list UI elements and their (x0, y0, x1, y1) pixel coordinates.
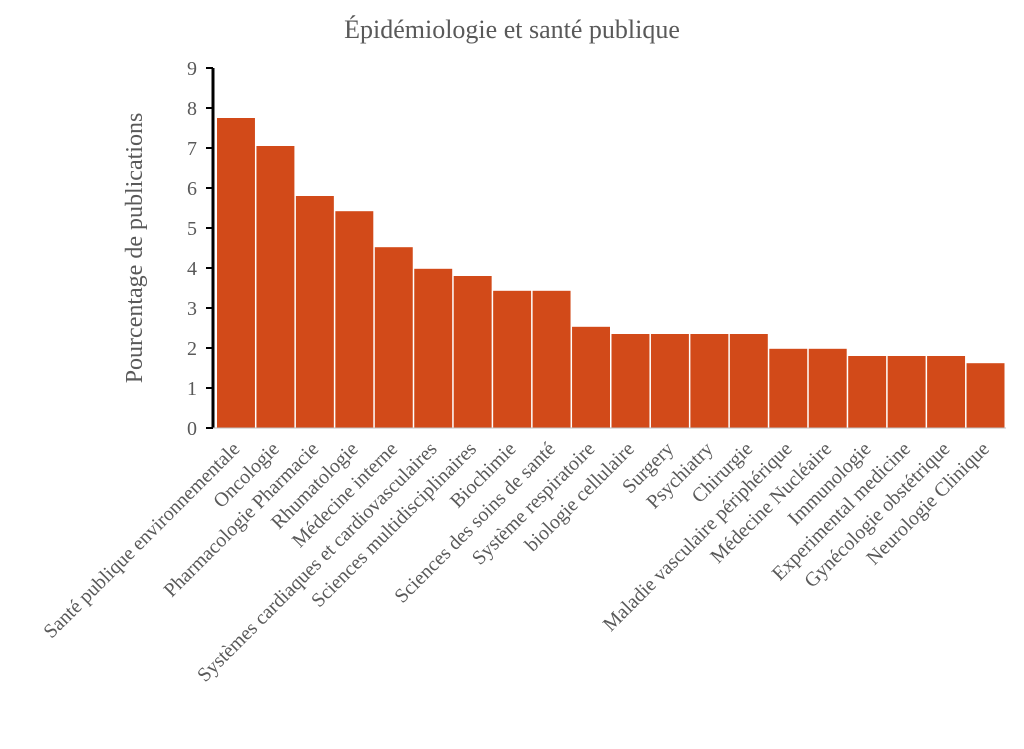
bar-17 (848, 356, 887, 428)
y-tick-label-3: 3 (187, 298, 197, 320)
y-tick-label-6: 6 (187, 178, 197, 200)
bar-19 (927, 356, 966, 428)
y-tick-label-4: 4 (187, 258, 197, 280)
bar-16 (808, 348, 847, 428)
y-tick-label-1: 1 (187, 378, 197, 400)
bar-18 (887, 356, 926, 428)
chart-title: Épidémiologie et santé publique (344, 15, 680, 44)
y-tick-label-0: 0 (187, 418, 197, 440)
bars-group (217, 118, 1005, 428)
bar-3 (295, 196, 334, 428)
bar-9 (532, 290, 571, 428)
x-ticks-group: Santé publique environnementaleOncologie… (39, 438, 993, 687)
y-tick-label-9: 9 (187, 58, 197, 80)
y-axis-label: Pourcentage de publications (122, 113, 148, 384)
bar-14 (729, 334, 768, 428)
y-ticks-group: 0 1 2 3 4 5 6 7 8 9 (187, 58, 213, 440)
bar-7 (453, 276, 492, 428)
bar-1 (217, 118, 255, 428)
bar-10 (572, 326, 610, 428)
bar-20 (966, 363, 1005, 428)
bar-12 (650, 334, 689, 428)
bar-15 (769, 348, 808, 428)
y-tick-label-8: 8 (187, 98, 197, 120)
bar-2 (256, 146, 295, 428)
bar-11 (611, 334, 650, 428)
bar-4 (335, 211, 374, 428)
y-tick-label-7: 7 (187, 138, 197, 160)
bar-13 (690, 334, 729, 428)
bar-5 (374, 247, 413, 428)
y-tick-label-2: 2 (187, 338, 197, 360)
bar-6 (414, 268, 453, 428)
y-tick-label-5: 5 (187, 218, 197, 240)
bar-8 (493, 290, 532, 428)
